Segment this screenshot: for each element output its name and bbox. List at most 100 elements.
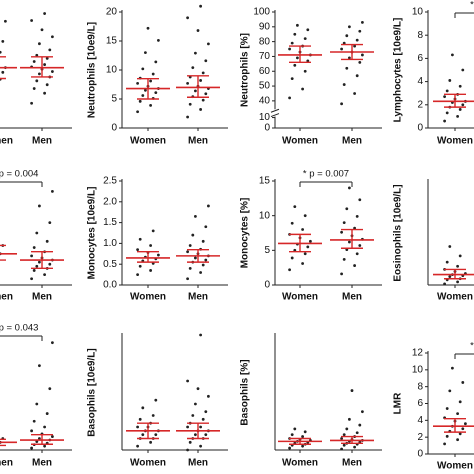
data-point xyxy=(204,258,208,262)
data-point xyxy=(340,447,343,451)
data-point xyxy=(355,252,359,256)
data-point xyxy=(348,25,351,29)
axis-break xyxy=(270,113,280,118)
y-tick-label: 2 xyxy=(417,99,423,110)
data-point xyxy=(0,50,2,54)
data-point xyxy=(293,427,297,431)
data-point xyxy=(151,229,155,233)
data-point xyxy=(456,264,459,268)
data-point xyxy=(306,245,310,249)
data-point xyxy=(443,95,446,99)
data-point xyxy=(186,81,190,85)
data-point xyxy=(154,398,158,402)
data-point xyxy=(461,103,465,107)
y-tick-label: 20 xyxy=(106,7,118,18)
data-point xyxy=(199,444,203,448)
data-point xyxy=(138,264,142,268)
data-point xyxy=(51,70,54,73)
y-tick-label: 6 xyxy=(417,398,423,409)
data-point xyxy=(201,98,205,102)
p-value: p = 0.043 xyxy=(0,323,38,334)
data-point xyxy=(199,4,203,8)
data-point xyxy=(345,34,349,38)
data-point xyxy=(204,433,208,437)
x-tick-label: Women xyxy=(130,292,166,303)
data-point xyxy=(51,341,54,345)
p-value: * p = 0.007 xyxy=(303,169,349,180)
data-point xyxy=(342,83,346,86)
data-point xyxy=(448,245,452,248)
data-point xyxy=(32,269,36,272)
data-point xyxy=(301,435,304,438)
y-tick-label: 60 xyxy=(259,66,271,77)
y-tick-label: 15 xyxy=(106,36,118,47)
y-axis-label: Monocytes [10e9/L] xyxy=(87,187,98,280)
data-point xyxy=(303,252,307,256)
data-point xyxy=(146,26,150,30)
x-tick-label: Men xyxy=(342,292,362,303)
data-point xyxy=(43,444,46,448)
x-tick-label: Women xyxy=(0,136,13,147)
data-point xyxy=(358,29,362,33)
data-point xyxy=(445,260,449,264)
x-tick-label: Women xyxy=(130,136,166,147)
data-point xyxy=(43,273,46,276)
x-tick-label: Men xyxy=(342,136,362,147)
data-point xyxy=(348,417,351,421)
data-point xyxy=(48,262,52,266)
data-point xyxy=(301,444,304,448)
data-point xyxy=(290,256,294,260)
y-tick-label: 0.5 xyxy=(103,259,117,270)
data-point xyxy=(141,406,145,410)
data-point xyxy=(207,204,210,208)
data-point xyxy=(296,23,299,27)
data-point xyxy=(353,264,356,267)
data-point xyxy=(309,239,312,243)
data-point xyxy=(199,425,203,429)
data-point xyxy=(30,446,33,450)
data-point xyxy=(288,47,291,51)
data-point xyxy=(290,41,294,45)
data-point xyxy=(186,425,190,429)
data-point xyxy=(345,66,349,70)
data-point xyxy=(458,84,462,88)
p-value: p = 0.004 xyxy=(0,169,38,180)
x-tick-label: Men xyxy=(32,136,52,147)
data-point xyxy=(141,94,145,97)
data-point xyxy=(348,56,351,60)
data-point xyxy=(342,221,346,225)
data-point xyxy=(461,381,465,384)
data-point xyxy=(445,111,449,115)
data-point xyxy=(48,48,52,52)
data-point xyxy=(288,446,291,450)
data-point xyxy=(204,225,208,229)
data-point xyxy=(30,101,33,105)
data-point xyxy=(32,87,36,90)
data-point xyxy=(458,254,462,258)
data-point xyxy=(194,89,197,93)
p-value: * p = xyxy=(470,341,474,352)
x-tick-label: Women xyxy=(130,458,166,469)
data-point xyxy=(361,410,364,414)
data-point xyxy=(157,39,160,42)
y-tick-label: 5 xyxy=(264,245,270,256)
data-point xyxy=(290,77,294,81)
data-point xyxy=(186,115,190,119)
data-point xyxy=(301,228,304,231)
data-point xyxy=(45,239,49,243)
data-point xyxy=(345,207,349,211)
data-point xyxy=(38,260,41,264)
y-tick-label: 5 xyxy=(111,94,117,105)
data-point xyxy=(445,89,449,93)
data-point xyxy=(199,79,203,82)
data-point xyxy=(196,387,200,391)
data-point xyxy=(138,99,142,103)
data-point xyxy=(201,239,205,243)
data-point xyxy=(361,20,364,24)
data-point xyxy=(43,91,46,95)
y-axis-label: LMR xyxy=(393,392,404,414)
data-point xyxy=(186,379,190,383)
data-point xyxy=(340,437,343,440)
data-point xyxy=(301,87,304,91)
data-point xyxy=(43,12,46,15)
